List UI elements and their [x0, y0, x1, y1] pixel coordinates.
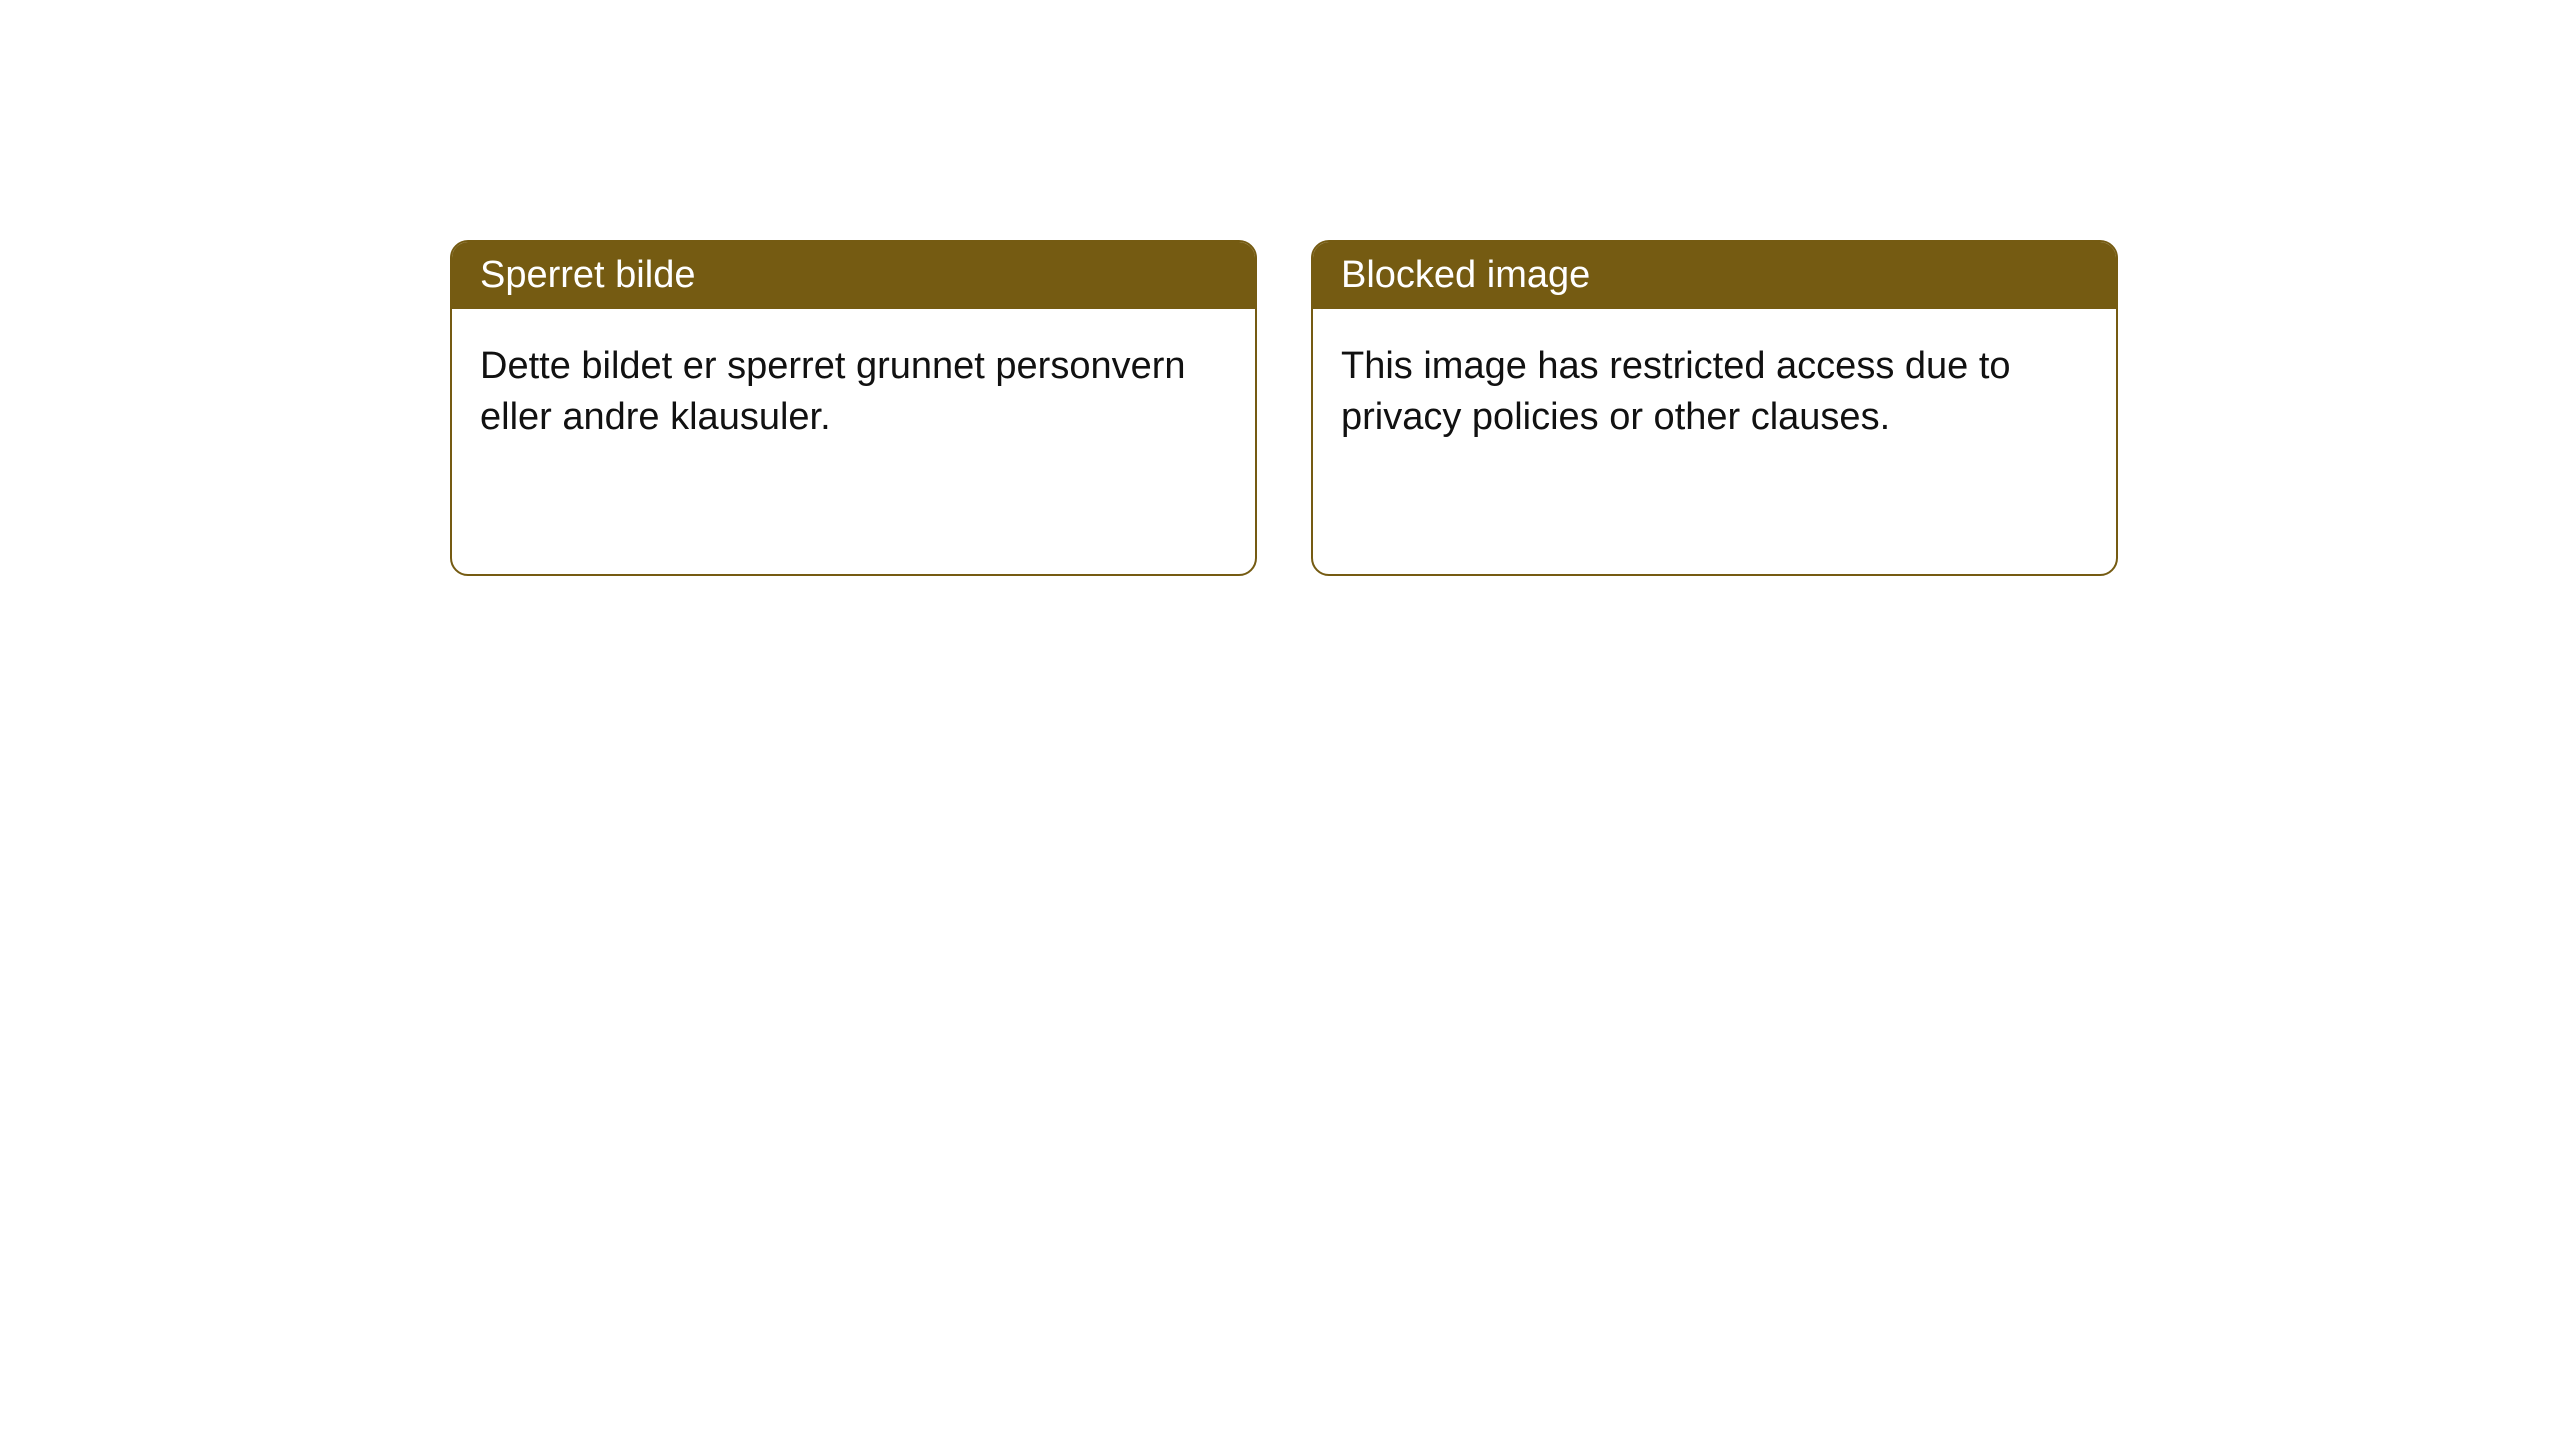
card-body: Dette bildet er sperret grunnet personve…: [452, 309, 1255, 476]
blocked-image-card-english: Blocked image This image has restricted …: [1311, 240, 2118, 576]
card-header: Blocked image: [1313, 242, 2116, 309]
card-title: Blocked image: [1341, 254, 1590, 296]
card-title: Sperret bilde: [480, 254, 695, 296]
blocked-image-cards-container: Sperret bilde Dette bildet er sperret gr…: [450, 240, 2118, 576]
card-body-text: Dette bildet er sperret grunnet personve…: [480, 345, 1186, 438]
card-body-text: This image has restricted access due to …: [1341, 345, 2011, 438]
card-body: This image has restricted access due to …: [1313, 309, 2116, 476]
blocked-image-card-norwegian: Sperret bilde Dette bildet er sperret gr…: [450, 240, 1257, 576]
card-header: Sperret bilde: [452, 242, 1255, 309]
